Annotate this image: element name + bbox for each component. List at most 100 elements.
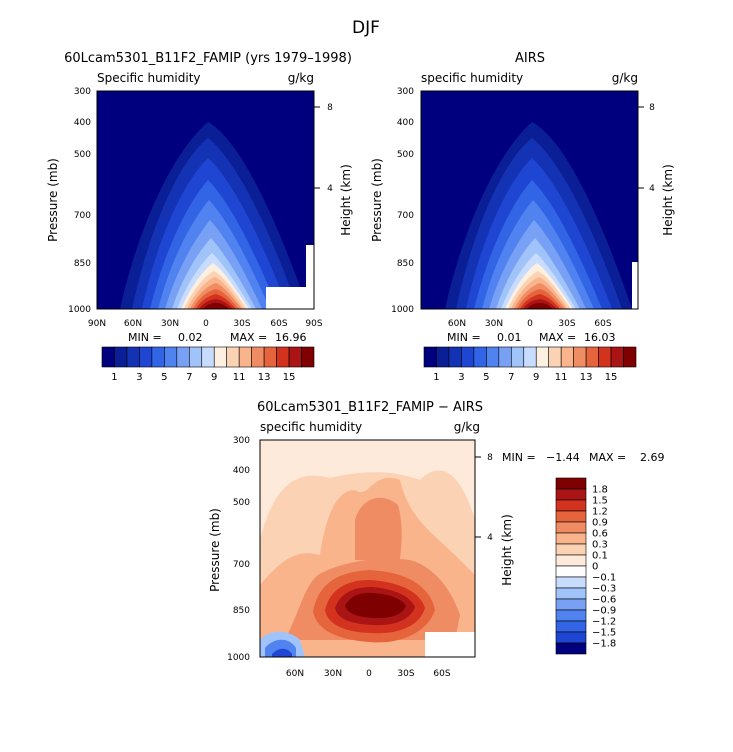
min-label: MIN = bbox=[128, 331, 162, 344]
units-label: g/kg bbox=[454, 420, 480, 434]
min-label: MIN = bbox=[502, 451, 536, 464]
xtick-label: 60N bbox=[448, 319, 466, 329]
y-axis-label: Pressure (mb) bbox=[370, 158, 384, 242]
colorbar-swatch bbox=[301, 346, 315, 368]
colorbar-tick-label: 15 bbox=[283, 372, 296, 383]
ytick-label: 700 bbox=[233, 560, 250, 570]
variable-label: specific humidity bbox=[421, 71, 523, 85]
colorbar-swatch bbox=[555, 532, 587, 545]
panel-title: 60Lcam5301_B11F2_FAMIP − AIRS bbox=[257, 400, 483, 415]
colorbar-swatch bbox=[126, 346, 140, 368]
colorbar-swatch bbox=[114, 346, 128, 368]
colorbar-swatch bbox=[555, 510, 587, 523]
colorbar-tick-label: −1.8 bbox=[592, 639, 616, 650]
ytick-label: 500 bbox=[74, 150, 91, 160]
units-label: g/kg bbox=[612, 71, 638, 85]
colorbar-swatch bbox=[251, 346, 265, 368]
y-axis-pressure: 300 400 500 700 850 1000 bbox=[391, 87, 414, 315]
colorbar-tick-label: 11 bbox=[233, 372, 246, 383]
height-tick-label: 8 bbox=[487, 453, 493, 463]
colorbar bbox=[101, 346, 315, 368]
colorbar-tick-label: 1.8 bbox=[592, 485, 608, 496]
y-axis-pressure: 300 400 500 700 850 1000 bbox=[227, 436, 250, 663]
colorbar-tick-label: 0.6 bbox=[592, 529, 608, 540]
max-label: MAX = bbox=[589, 451, 626, 464]
y-axis-pressure: 300 400 500 700 850 1000 bbox=[68, 87, 91, 315]
xtick-label: 0 bbox=[203, 319, 209, 329]
colorbar-tick-label: 13 bbox=[580, 372, 593, 383]
colorbar-tick-label: 15 bbox=[605, 372, 618, 383]
min-value: −1.44 bbox=[546, 451, 580, 464]
x-axis-latitude: 60N 30N 0 30S 60S bbox=[286, 669, 451, 679]
colorbar-swatch bbox=[598, 346, 612, 368]
min-value: 0.02 bbox=[178, 331, 203, 344]
contour-field bbox=[260, 470, 475, 657]
max-label: MAX = bbox=[230, 331, 267, 344]
colorbar-swatch bbox=[523, 346, 537, 368]
colorbar-swatch bbox=[555, 587, 587, 600]
colorbar-tick-label: 9 bbox=[533, 372, 539, 383]
y-axis-label-right: Height (km) bbox=[500, 514, 514, 585]
panel-title: AIRS bbox=[515, 51, 545, 66]
colorbar-swatch bbox=[510, 346, 525, 368]
variable-label: specific humidity bbox=[260, 420, 362, 434]
height-axis: 8 4 bbox=[638, 103, 655, 194]
x-axis-latitude: 60N 30N 0 30S 60S bbox=[448, 319, 612, 329]
xtick-label: 30N bbox=[161, 319, 179, 329]
colorbar-swatch bbox=[585, 346, 599, 368]
minmax-readout: MIN = 0.02 MAX = 16.96 bbox=[128, 331, 307, 344]
variable-label: Specific humidity bbox=[97, 71, 201, 85]
xtick-label: 60N bbox=[124, 319, 142, 329]
colorbar-swatch bbox=[555, 576, 587, 589]
minmax-readout: MIN = −1.44 MAX = 2.69 bbox=[502, 451, 665, 464]
colorbar-tick-label: 5 bbox=[483, 372, 489, 383]
colorbar-swatch bbox=[623, 346, 637, 368]
colorbar bbox=[423, 346, 637, 368]
ytick-label: 300 bbox=[74, 87, 91, 97]
ytick-label: 400 bbox=[397, 118, 414, 128]
colorbar-swatch bbox=[188, 346, 203, 368]
colorbar-swatch bbox=[448, 346, 462, 368]
x-axis-latitude: 90N 60N 30N 0 30S 60S 90S bbox=[88, 319, 323, 329]
units-label: g/kg bbox=[288, 71, 314, 85]
contour-field bbox=[445, 122, 638, 309]
colorbar-tick-label: 13 bbox=[258, 372, 271, 383]
colorbar bbox=[555, 477, 587, 655]
colorbar-swatch bbox=[423, 346, 437, 368]
max-value: 16.96 bbox=[275, 331, 307, 344]
colorbar-swatch bbox=[213, 346, 228, 368]
colorbar-swatch bbox=[498, 346, 512, 368]
colorbar-swatch bbox=[436, 346, 450, 368]
max-label: MAX = bbox=[539, 331, 576, 344]
colorbar-swatch bbox=[560, 346, 574, 368]
colorbar-tick-label: 11 bbox=[555, 372, 568, 383]
xtick-label: 30S bbox=[233, 319, 250, 329]
height-axis: 8 4 bbox=[475, 453, 493, 543]
colorbar-swatch bbox=[176, 346, 190, 368]
ytick-label: 300 bbox=[233, 436, 250, 446]
plot-frame bbox=[420, 90, 639, 310]
colorbar-swatch bbox=[555, 609, 587, 622]
colorbar-swatch bbox=[263, 346, 277, 368]
min-value: 0.01 bbox=[497, 331, 522, 344]
colorbar-swatch bbox=[164, 346, 178, 368]
y-axis-label: Pressure (mb) bbox=[208, 508, 222, 592]
colorbar-tick-label: 3 bbox=[458, 372, 464, 383]
ytick-label: 850 bbox=[74, 259, 91, 269]
colorbar-tick-label: 0 bbox=[592, 562, 598, 573]
figure-title: DJF bbox=[352, 18, 380, 38]
colorbar-tick-label: 0.9 bbox=[592, 518, 608, 529]
height-axis: 8 4 bbox=[314, 103, 333, 194]
xtick-label: 60S bbox=[270, 319, 287, 329]
panel-title: 60Lcam5301_B11F2_FAMIP (yrs 1979–1998) bbox=[64, 51, 352, 66]
ytick-label: 500 bbox=[233, 498, 250, 508]
colorbar-swatch bbox=[288, 346, 302, 368]
colorbar-tick-label: 5 bbox=[161, 372, 167, 383]
colorbar-swatch bbox=[486, 346, 500, 368]
height-tick-label: 4 bbox=[649, 184, 655, 194]
height-tick-label: 4 bbox=[487, 533, 493, 543]
height-tick-label: 4 bbox=[327, 184, 333, 194]
colorbar-swatch bbox=[276, 346, 290, 368]
y-axis-label: Pressure (mb) bbox=[46, 158, 60, 242]
colorbar-tick-label: −0.9 bbox=[592, 606, 616, 617]
